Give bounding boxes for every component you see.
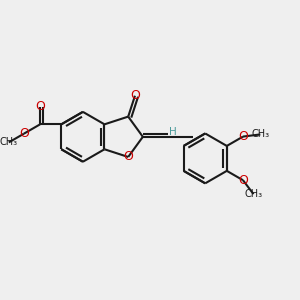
Text: O: O (238, 130, 248, 143)
Text: O: O (130, 89, 140, 102)
Text: O: O (35, 100, 45, 113)
Text: CH₃: CH₃ (244, 189, 262, 199)
Text: O: O (238, 174, 248, 187)
Text: O: O (123, 151, 133, 164)
Text: CH₃: CH₃ (0, 137, 18, 147)
Text: O: O (19, 127, 29, 140)
Text: H: H (169, 127, 176, 137)
Text: CH₃: CH₃ (251, 129, 269, 140)
